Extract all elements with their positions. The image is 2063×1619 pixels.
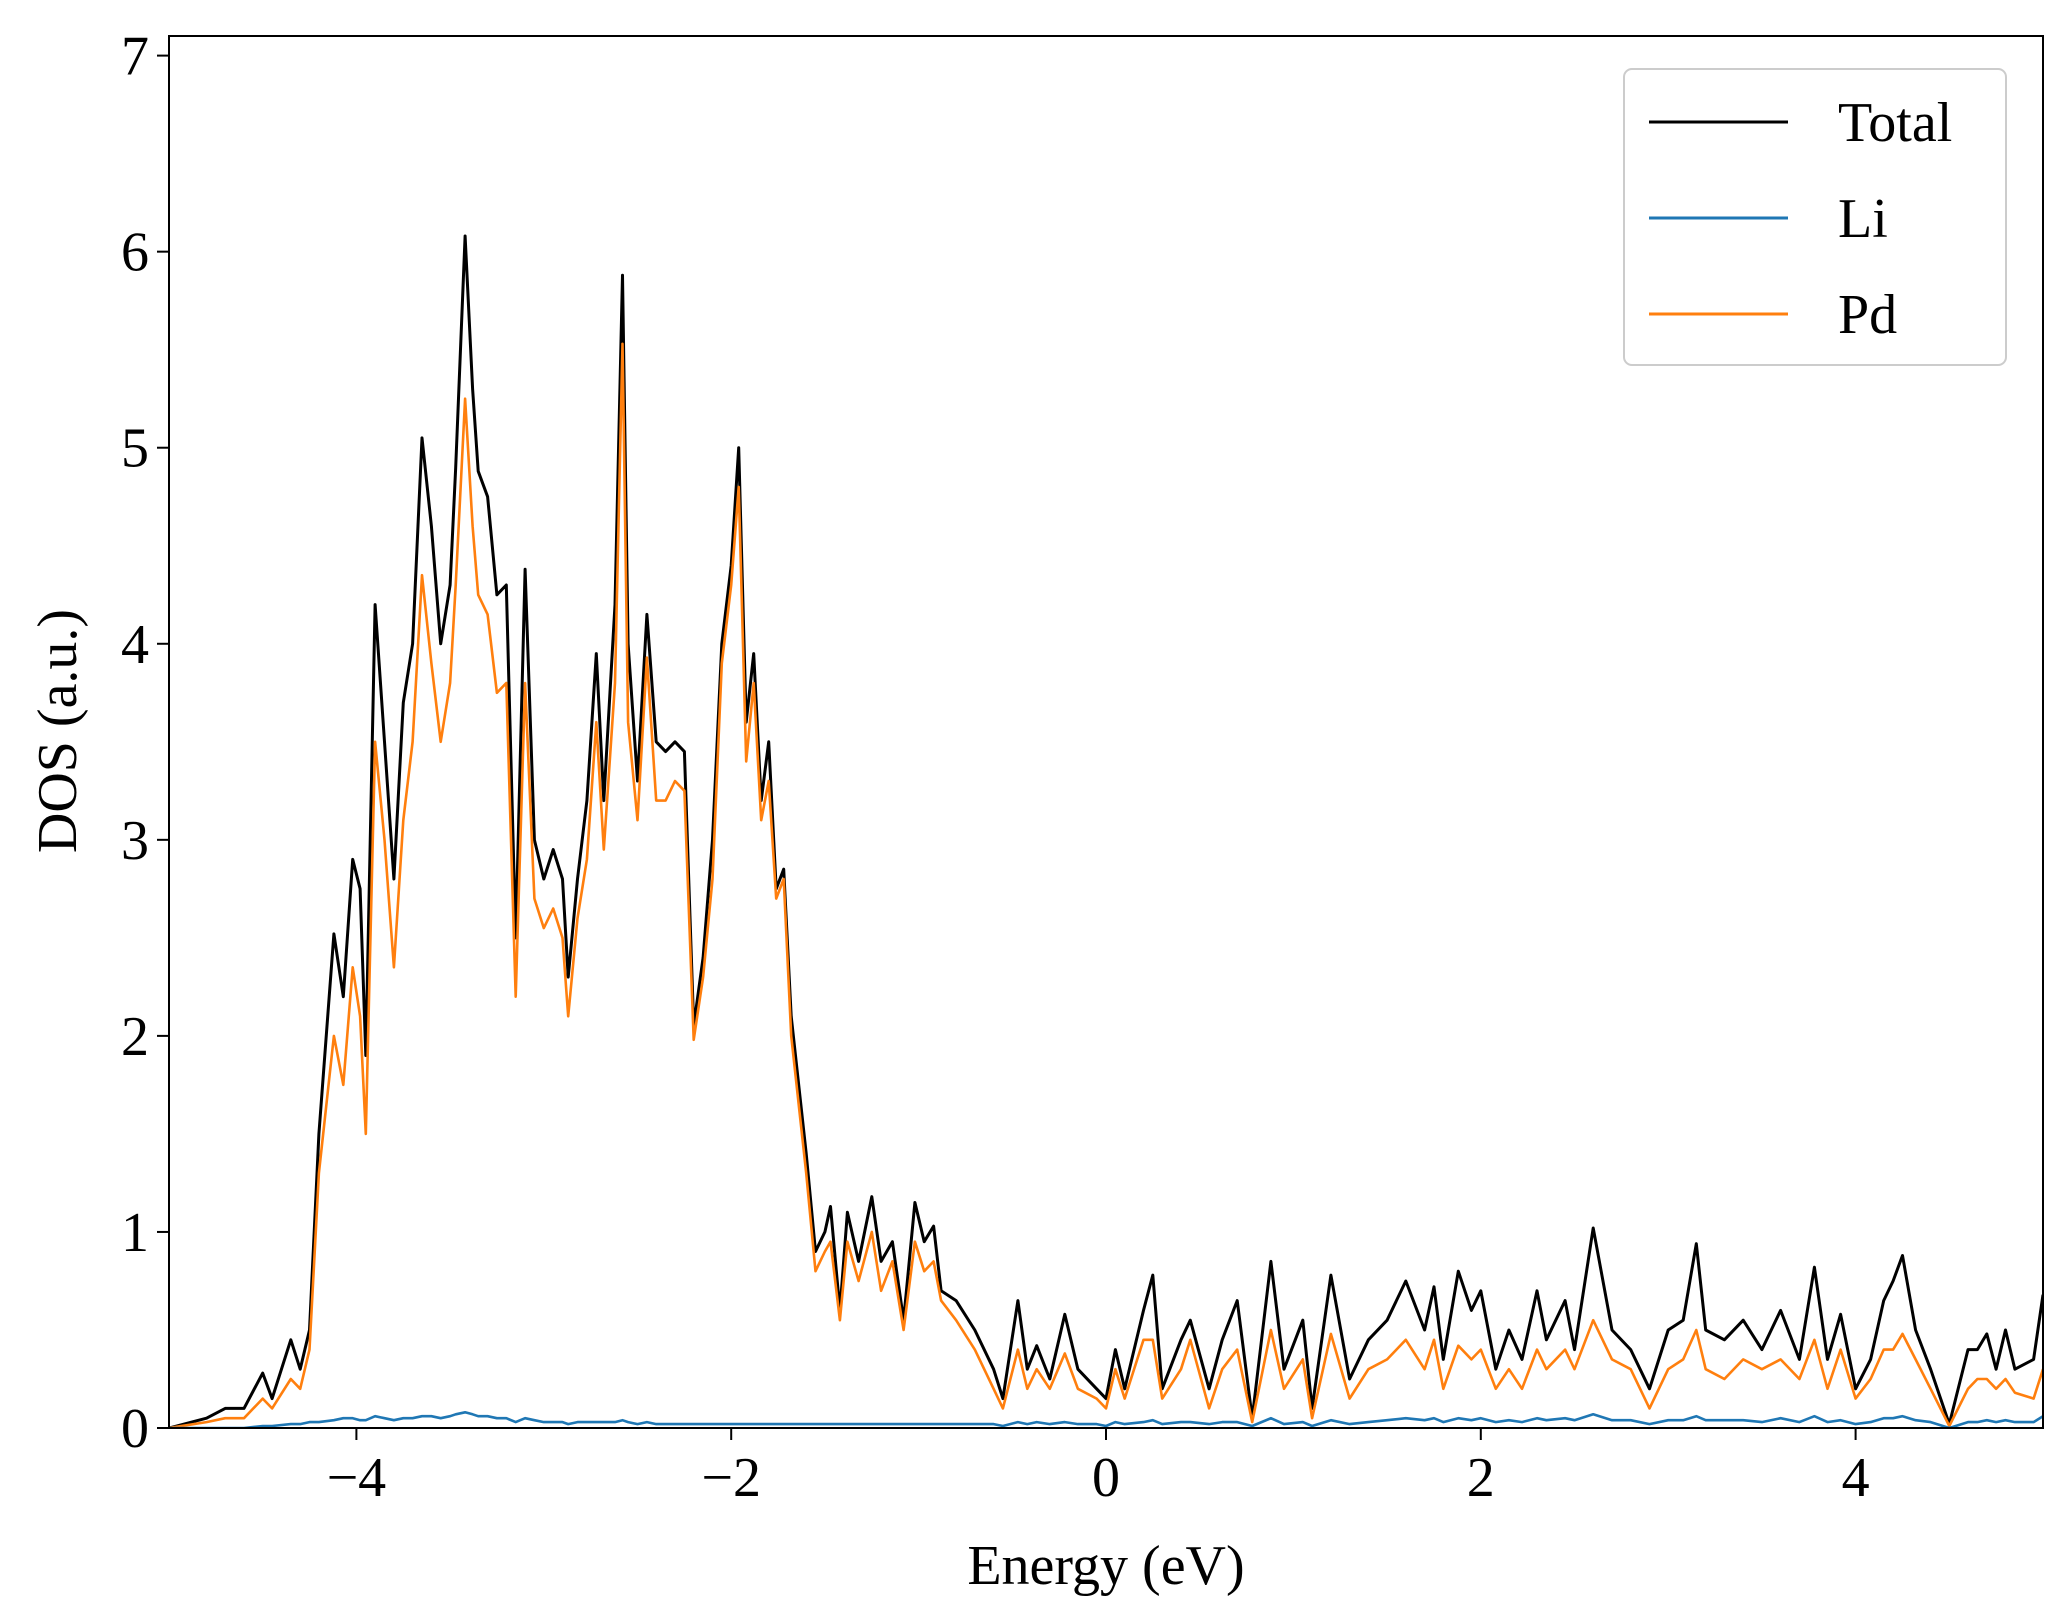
- y-tick-label: 5: [121, 418, 149, 480]
- y-tick-label: 0: [121, 1398, 149, 1460]
- x-tick-label: 2: [1467, 1447, 1495, 1509]
- legend-label: Total: [1838, 92, 1952, 154]
- legend-label: Pd: [1838, 284, 1897, 346]
- x-axis-label: Energy (eV): [967, 1535, 1244, 1597]
- x-tick-label: −2: [701, 1447, 761, 1509]
- legend-label: Li: [1838, 188, 1888, 250]
- y-tick-label: 2: [121, 1006, 149, 1068]
- x-tick-label: −4: [327, 1447, 387, 1509]
- y-tick-label: 7: [121, 26, 149, 88]
- series-line: [169, 342, 2043, 1428]
- legend-box: [1623, 68, 2007, 366]
- y-tick-label: 1: [121, 1202, 149, 1264]
- x-tick-label: 0: [1092, 1447, 1120, 1509]
- series-line: [169, 1411, 2043, 1428]
- y-tick-label: 4: [121, 614, 149, 676]
- y-tick-label: 6: [121, 222, 149, 284]
- series-line: [169, 234, 2043, 1428]
- x-tick-label: 4: [1842, 1447, 1870, 1509]
- plot-frame: [168, 35, 2044, 1429]
- y-axis-label: DOS (a.u.): [27, 609, 89, 853]
- y-tick-label: 3: [121, 810, 149, 872]
